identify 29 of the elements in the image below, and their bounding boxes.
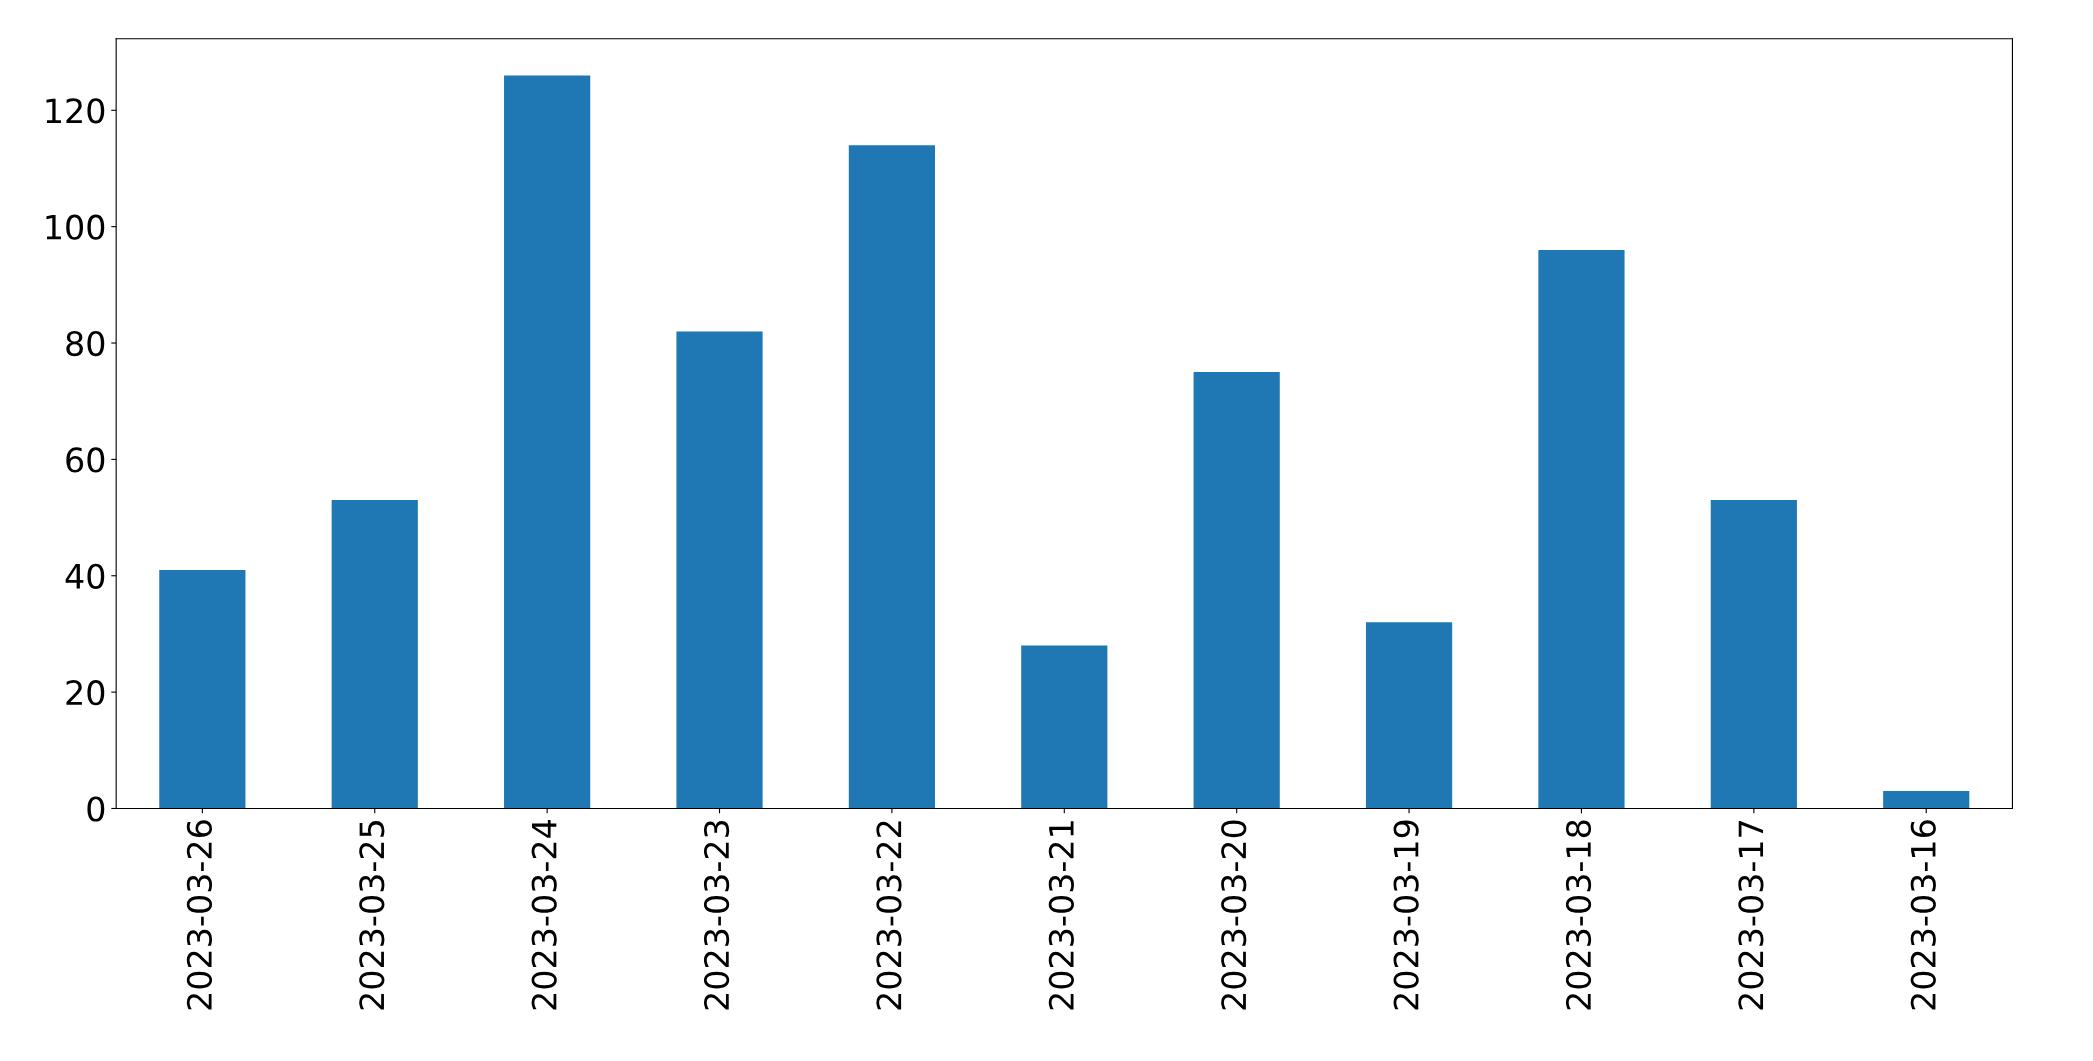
- bar: [848, 145, 935, 809]
- bar: [1538, 249, 1625, 809]
- y-tick-label: 100: [46, 214, 105, 240]
- x-tick-label: 2023-03-23: [703, 820, 730, 1010]
- x-tick-label: 2023-03-20: [1221, 820, 1247, 1010]
- y-tick-label: 120: [46, 98, 105, 124]
- x-tick-label: 2023-03-22: [876, 821, 902, 1010]
- x-tick-label: 2023-03-26: [186, 820, 213, 1010]
- y-tick-label: 40: [65, 563, 105, 589]
- x-tick-label: 2023-03-19: [1393, 820, 1419, 1010]
- y-tick-label: 20: [66, 680, 105, 706]
- bar: [504, 75, 591, 809]
- bar: [1710, 500, 1797, 809]
- bar: [1883, 791, 1970, 809]
- x-tick-label: 2023-03-16: [1910, 820, 1936, 1010]
- x-tick-label: 2023-03-25: [359, 821, 385, 1010]
- bar: [1021, 645, 1108, 809]
- y-tick-label: 0: [87, 796, 105, 822]
- y-tick-label: 80: [66, 330, 105, 357]
- x-tick-label: 2023-03-17: [1738, 821, 1764, 1010]
- bar: [1193, 372, 1280, 809]
- bar: [159, 569, 246, 809]
- bar: [676, 331, 763, 809]
- x-tick-label: 2023-03-21: [1048, 821, 1074, 1010]
- y-tick-label: 60: [66, 447, 105, 473]
- bar: [1365, 622, 1453, 809]
- bar: [331, 500, 418, 809]
- x-tick-label: 2023-03-18: [1565, 820, 1592, 1010]
- x-tick-label: 2023-03-24: [531, 820, 557, 1010]
